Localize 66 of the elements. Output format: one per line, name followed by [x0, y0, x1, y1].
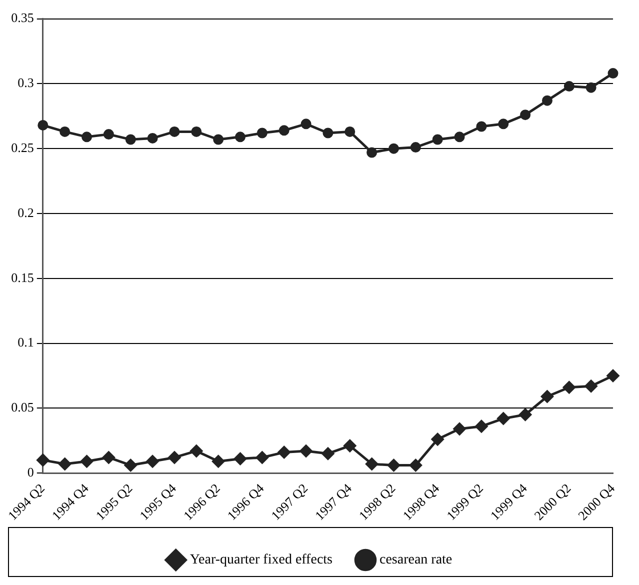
point: [256, 451, 268, 464]
y-tick-label: 0.35: [11, 10, 34, 26]
point: [476, 121, 487, 132]
point: [366, 147, 378, 158]
point: [540, 390, 554, 403]
point: [125, 134, 136, 145]
y-tick-label: 0.25: [11, 140, 34, 156]
point: [564, 81, 574, 92]
point: [235, 132, 246, 142]
point: [387, 459, 400, 472]
point: [584, 380, 598, 392]
point: [234, 452, 247, 466]
x-tick-label: 1999 Q4: [487, 480, 530, 524]
point: [366, 458, 378, 470]
y-tick-label: 0.2: [18, 204, 34, 220]
point: [60, 126, 70, 137]
point: [36, 454, 50, 466]
point: [124, 459, 137, 472]
point: [520, 110, 531, 120]
point: [388, 143, 399, 154]
point: [562, 381, 576, 394]
point: [498, 118, 509, 130]
x-tick-label: 1999 Q2: [443, 480, 486, 524]
point: [475, 420, 488, 433]
point: [58, 458, 72, 470]
point: [519, 408, 532, 421]
point: [38, 120, 48, 130]
point: [344, 440, 356, 452]
point: [608, 68, 618, 79]
point: [454, 132, 465, 142]
point: [147, 132, 158, 144]
point: [322, 128, 334, 138]
legend-label: Year-quarter fixed effects: [190, 552, 332, 568]
point: [410, 142, 421, 153]
point: [431, 433, 444, 446]
y-tick-label: 0: [27, 464, 34, 480]
point: [409, 459, 422, 472]
point: [82, 132, 92, 142]
y-tick-label: 0.15: [11, 270, 34, 285]
point: [542, 95, 552, 106]
point: [278, 125, 290, 136]
point: [497, 412, 510, 425]
point: [586, 82, 596, 93]
point: [191, 126, 202, 137]
point: [606, 369, 620, 382]
point: [300, 444, 312, 458]
point: [146, 455, 159, 468]
point: [168, 451, 181, 464]
point: [212, 455, 225, 468]
point: [453, 422, 466, 436]
point: [213, 134, 224, 145]
point: [103, 129, 114, 140]
point: [344, 126, 356, 137]
y-tick-label: 0.3: [18, 75, 34, 90]
point: [190, 444, 203, 458]
point: [278, 446, 290, 459]
y-tick-label: 0.1: [18, 334, 34, 350]
point: [300, 118, 312, 130]
point: [169, 126, 180, 137]
point: [322, 447, 334, 460]
y-tick-label: 0.05: [11, 400, 34, 415]
legend-label: cesarean rate: [379, 552, 452, 568]
point: [102, 451, 115, 464]
point: [80, 455, 94, 468]
point: [256, 128, 268, 138]
point: [432, 134, 443, 145]
